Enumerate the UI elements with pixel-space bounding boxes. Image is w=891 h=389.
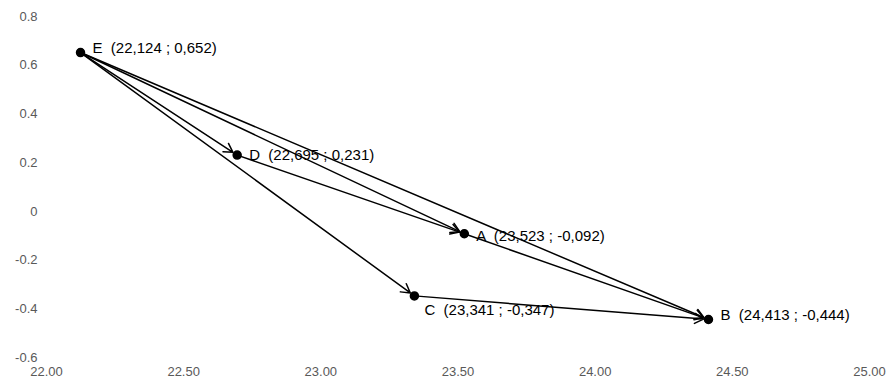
svg-text:25.00: 25.00 bbox=[853, 364, 886, 379]
svg-text:0.2: 0.2 bbox=[19, 155, 37, 170]
svg-text:24.00: 24.00 bbox=[579, 364, 612, 379]
svg-text:0.4: 0.4 bbox=[19, 106, 37, 121]
svg-text:22.50: 22.50 bbox=[167, 364, 200, 379]
svg-text:E (22,124 ; 0,652): E (22,124 ; 0,652) bbox=[93, 39, 217, 56]
svg-text:22.00: 22.00 bbox=[30, 364, 63, 379]
svg-text:B (24,413 ; -0,444): B (24,413 ; -0,444) bbox=[720, 306, 849, 323]
svg-text:0: 0 bbox=[30, 204, 37, 219]
svg-text:D (22,695 ; 0,231): D (22,695 ; 0,231) bbox=[249, 146, 374, 163]
svg-text:-0.2: -0.2 bbox=[15, 252, 37, 267]
svg-text:23.00: 23.00 bbox=[305, 364, 338, 379]
svg-text:0.8: 0.8 bbox=[19, 9, 37, 24]
svg-text:C (23,341 ; -0,347): C (23,341 ; -0,347) bbox=[424, 301, 554, 318]
svg-text:-0.4: -0.4 bbox=[15, 301, 37, 316]
svg-text:0.6: 0.6 bbox=[19, 57, 37, 72]
svg-text:A (23,523 ; -0,092): A (23,523 ; -0,092) bbox=[476, 227, 604, 244]
svg-text:24.50: 24.50 bbox=[716, 364, 749, 379]
svg-text:-0.6: -0.6 bbox=[15, 350, 37, 365]
svg-text:23.50: 23.50 bbox=[442, 364, 475, 379]
